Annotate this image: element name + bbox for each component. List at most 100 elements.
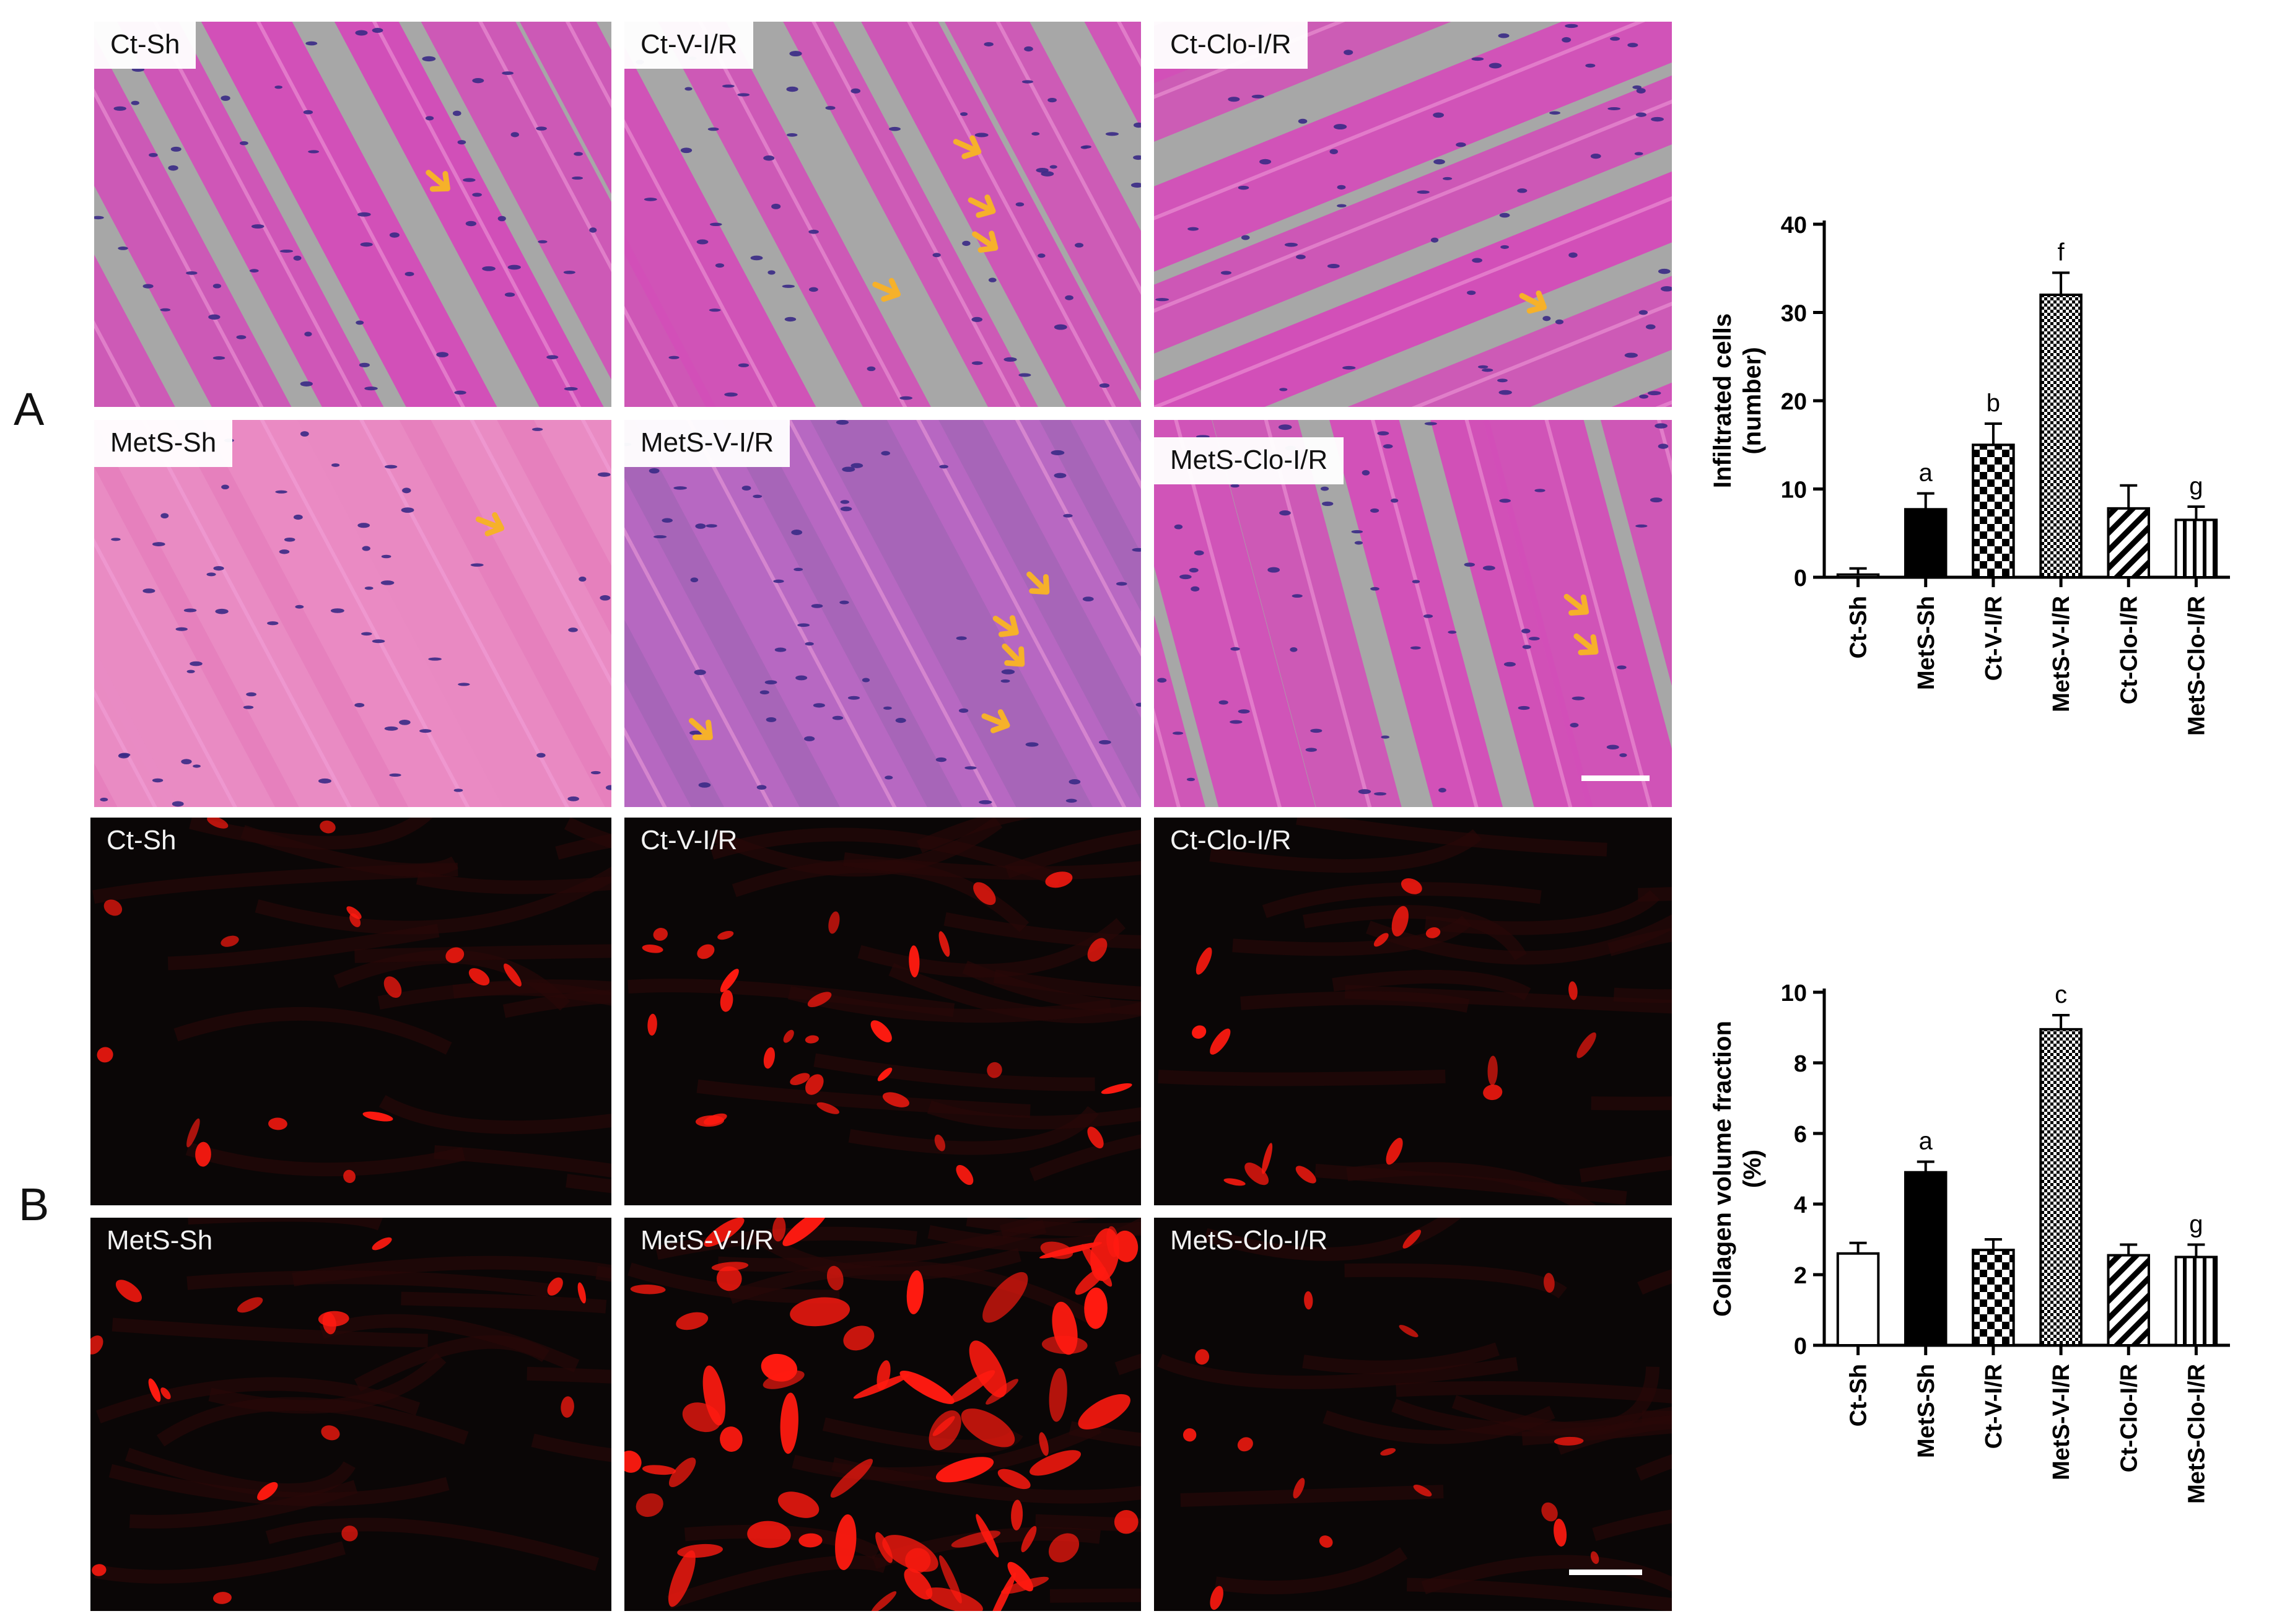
nucleus [1471, 57, 1484, 61]
collagen-signal [871, 1591, 897, 1611]
dim-fiber [1180, 1485, 1444, 1507]
collagen-signal [816, 1102, 839, 1114]
nucleus [507, 264, 521, 270]
x-tick-label: Ct-Clo-I/R [2116, 1364, 2142, 1472]
nucleus [330, 608, 344, 613]
nucleus [696, 239, 709, 245]
nucleus [1342, 365, 1356, 370]
nucleus [579, 576, 587, 582]
dim-fiber [1209, 829, 1482, 873]
nucleus [935, 757, 947, 762]
significance-letter: f [2058, 238, 2065, 266]
nucleus [94, 216, 104, 220]
he-texture [624, 22, 1141, 407]
dim-fiber [1591, 1096, 1672, 1111]
nucleus [653, 535, 667, 539]
nucleus [458, 683, 470, 686]
nucleus [684, 87, 693, 91]
dim-fiber [167, 923, 440, 971]
y-tick-label: 0 [1794, 1334, 1807, 1360]
dim-fiber [452, 982, 611, 1006]
nucleus [1410, 646, 1421, 650]
nucleus [867, 366, 876, 372]
arrow-icon [1026, 571, 1050, 595]
nucleus [1634, 152, 1643, 155]
nucleus [1000, 679, 1010, 683]
nucleus [502, 71, 514, 76]
collagen-signal [1544, 1273, 1555, 1293]
arrow-icon [981, 709, 1010, 733]
nucleus [1135, 702, 1141, 707]
dim-fiber [999, 1218, 1100, 1239]
collagen-signal [668, 1550, 696, 1607]
fiber-striation [94, 22, 611, 407]
nucleus [401, 507, 414, 513]
bar [1972, 1249, 2015, 1347]
collagen-signal [805, 1035, 819, 1044]
dim-fiber [787, 985, 1112, 1023]
nucleus [1063, 513, 1073, 518]
nucleus [249, 269, 259, 273]
collagen-signal [986, 1379, 1018, 1405]
nucleus [1284, 242, 1298, 247]
nucleus [737, 93, 750, 97]
nucleus [1570, 723, 1579, 728]
y-axis-label: Collagen volume fraction (%) [1709, 1021, 1766, 1317]
nucleus [305, 41, 318, 46]
nucleus [1549, 111, 1560, 115]
nucleus [1528, 637, 1540, 640]
nucleus [1542, 316, 1551, 321]
y-tick-label: 30 [1781, 301, 1807, 327]
muscle-fiber [624, 420, 1141, 807]
bar [2174, 518, 2218, 578]
nucleus [1499, 212, 1510, 218]
nucleus [1607, 107, 1621, 110]
nucleus [1337, 204, 1347, 207]
nucleus [1320, 486, 1329, 491]
collagen-signal [318, 1311, 349, 1327]
collagen-signal [1049, 1368, 1067, 1422]
nucleus [1220, 271, 1231, 275]
muscle-fiber [624, 420, 1093, 807]
nucleus [958, 708, 969, 713]
nucleus [709, 308, 721, 312]
nucleus [1464, 562, 1476, 567]
nucleus [402, 487, 411, 494]
arrow-icon [1002, 643, 1025, 667]
fiber-striation [624, 420, 1141, 807]
nucleus [1186, 777, 1196, 782]
nucleus [193, 764, 201, 768]
dim-fiber [111, 1317, 428, 1348]
bar [1904, 508, 1948, 578]
muscle-fiber [1154, 22, 1672, 407]
nucleus [1381, 735, 1390, 739]
nucleus [1021, 80, 1034, 84]
nucleus [644, 198, 657, 201]
dim-fiber [831, 1457, 1141, 1504]
panel-letter-b: B [19, 1179, 50, 1230]
collagen-signal [704, 1218, 745, 1247]
dim-fiber [188, 1218, 383, 1231]
muscle-fiber [685, 420, 1141, 807]
dim-fiber [710, 827, 1062, 887]
bar [2039, 1028, 2083, 1347]
nucleus [832, 715, 844, 720]
nucleus [773, 579, 784, 583]
dim-fiber [1303, 905, 1527, 961]
nucleus [813, 703, 825, 708]
nucleus [1412, 580, 1420, 583]
collagen-signal [1021, 1526, 1037, 1553]
nucleus [221, 95, 230, 101]
nucleus [782, 284, 795, 288]
dim-fiber [1302, 1342, 1500, 1374]
collagen-signal [561, 1396, 574, 1418]
nucleus [1433, 112, 1445, 118]
nucleus [1290, 647, 1298, 652]
nucleus [1568, 252, 1578, 258]
nucleus [111, 538, 121, 541]
dim-fiber [1069, 1421, 1141, 1447]
collagen-signal [1244, 1163, 1269, 1185]
nucleus [181, 759, 192, 764]
nucleus [1354, 541, 1363, 545]
collagen-signal [1373, 933, 1389, 947]
